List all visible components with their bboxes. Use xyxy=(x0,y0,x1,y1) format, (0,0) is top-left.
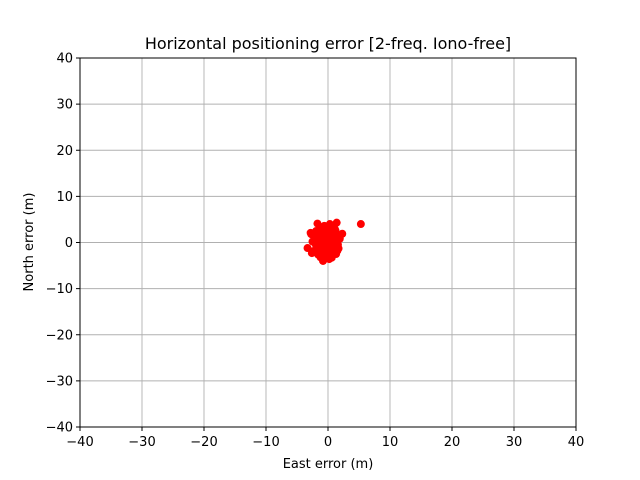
x-axis-ticks: −40 −30 −20 −10 0 10 20 30 40 xyxy=(66,427,584,450)
y-tick-label: 30 xyxy=(56,98,73,113)
chart-title: Horizontal positioning error [2-freq. Io… xyxy=(145,34,511,53)
data-point xyxy=(322,243,331,252)
data-point xyxy=(332,218,341,227)
data-point xyxy=(312,241,321,250)
y-tick-label: 10 xyxy=(56,190,73,205)
y-tick-label: −40 xyxy=(46,421,73,436)
data-point xyxy=(330,225,339,234)
y-tick-label: −30 xyxy=(46,374,73,389)
y-tick-label: −10 xyxy=(46,282,73,297)
data-points xyxy=(303,218,365,265)
data-point xyxy=(325,255,334,264)
data-point xyxy=(356,220,365,229)
x-tick-label: −30 xyxy=(128,435,155,450)
y-tick-label: −20 xyxy=(46,328,73,343)
x-tick-label: 40 xyxy=(568,435,585,450)
y-tick-label: 40 xyxy=(56,52,73,67)
x-tick-label: −10 xyxy=(252,435,279,450)
x-tick-label: 10 xyxy=(382,435,399,450)
x-axis-label: East error (m) xyxy=(283,457,374,472)
data-point xyxy=(320,221,329,230)
x-tick-label: −20 xyxy=(190,435,217,450)
y-axis-label: North error (m) xyxy=(22,193,37,292)
x-tick-label: 0 xyxy=(324,435,332,450)
y-axis-ticks: −40 −30 −20 −10 0 10 20 30 40 xyxy=(46,52,80,436)
data-point xyxy=(329,245,338,254)
data-point xyxy=(316,253,325,262)
data-point xyxy=(306,228,315,237)
x-tick-label: −40 xyxy=(66,435,93,450)
y-tick-label: 20 xyxy=(56,144,73,159)
y-tick-label: 0 xyxy=(65,236,73,251)
x-tick-label: 30 xyxy=(506,435,523,450)
x-tick-label: 20 xyxy=(444,435,461,450)
data-point xyxy=(317,232,326,241)
data-point xyxy=(328,235,337,244)
